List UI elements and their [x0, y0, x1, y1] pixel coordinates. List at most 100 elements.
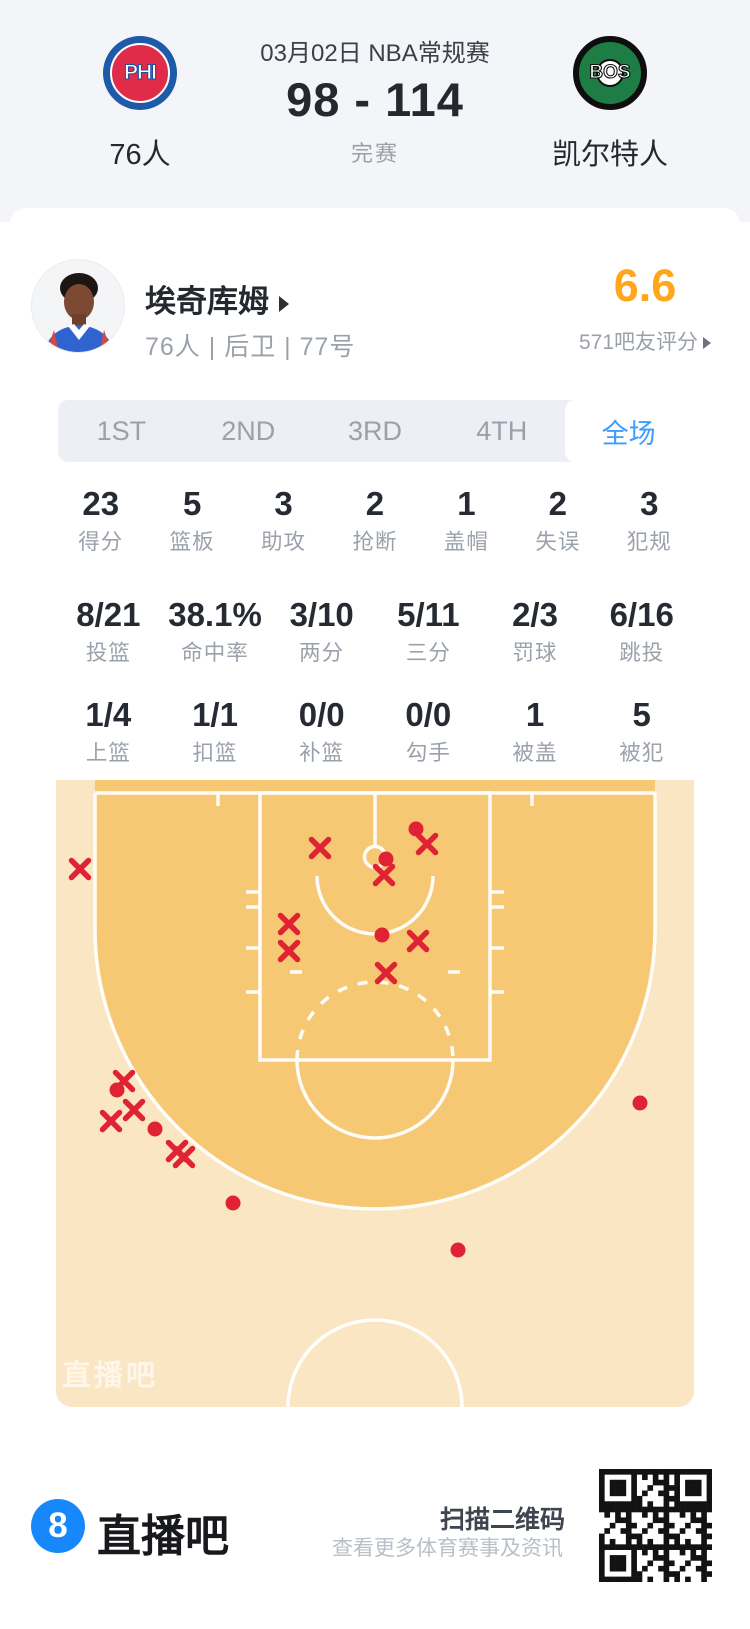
stat-cell: 8/21 投篮: [55, 596, 162, 666]
away-team-logo[interactable]: BOS: [573, 36, 647, 110]
stat-label: 篮板: [169, 530, 215, 554]
home-team-logo[interactable]: PHI: [103, 36, 177, 110]
stat-label: 补篮: [299, 741, 345, 765]
stat-value: 0/0: [298, 696, 345, 733]
stat-cell: 5 被犯: [588, 696, 695, 766]
brand-name: 直播吧: [97, 1512, 229, 1561]
stat-label: 扣篮: [192, 741, 238, 765]
tab-3RD[interactable]: 3RD: [347, 415, 402, 446]
player-rating: 6.6: [613, 260, 677, 311]
stat-cell: 23 得分: [55, 485, 146, 555]
stat-label: 跳投: [619, 641, 665, 665]
stat-cell: 3 助攻: [238, 485, 329, 555]
made-shot-mark: [408, 821, 424, 837]
zhibo8-logo-icon[interactable]: 8: [31, 1499, 85, 1553]
made-shot-mark: [109, 1082, 125, 1098]
rating-caret-icon: [703, 337, 712, 349]
shot-chart: [56, 780, 694, 1407]
home-team-abbr: PHI: [123, 61, 157, 85]
stat-value: 1/1: [192, 696, 238, 733]
stat-label: 抢断: [352, 530, 398, 554]
player-avatar[interactable]: [31, 259, 125, 353]
player-detail-caret-icon: [279, 296, 289, 312]
stat-row-shooting: 8/21 投篮 38.1% 命中率 3/10 两分 5/11 三分 2/3 罚球…: [55, 596, 695, 666]
stat-value: 5: [182, 485, 202, 522]
stat-value: 1: [525, 696, 545, 733]
made-shot-mark: [378, 851, 394, 867]
stat-label: 勾手: [405, 741, 451, 765]
stat-cell: 3/10 两分: [268, 597, 375, 666]
missed-shot-mark: [172, 1145, 196, 1169]
qr-code: [599, 1469, 712, 1582]
made-shot-mark: [374, 927, 390, 943]
stat-value: 3: [274, 485, 293, 522]
tab-2ND[interactable]: 2ND: [221, 415, 276, 446]
missed-shot-mark: [372, 863, 396, 887]
made-shot-mark: [632, 1095, 648, 1111]
stat-label: 犯规: [626, 530, 672, 554]
stat-value: 6/16: [609, 596, 674, 633]
stat-label: 得分: [78, 530, 124, 554]
stat-label: 三分: [405, 641, 451, 665]
stat-cell: 5/11 三分: [375, 596, 482, 666]
court-drawing: [68, 780, 657, 1407]
stat-label: 被盖: [512, 741, 558, 765]
stat-value: 2: [365, 485, 385, 522]
missed-shot-mark: [99, 1109, 123, 1133]
home-team-name[interactable]: 76人: [109, 139, 171, 171]
stat-value: 5: [632, 696, 651, 733]
game-score: 98 - 114: [286, 73, 464, 126]
away-team-abbr: BOS: [589, 61, 631, 83]
game-header: [0, 0, 750, 222]
stat-label: 助攻: [261, 530, 307, 554]
stat-label: 上篮: [85, 741, 131, 765]
made-shot-mark: [225, 1195, 241, 1211]
shot-marks: [68, 821, 648, 1258]
stat-cell: 1 被盖: [482, 696, 589, 766]
stat-cell: 6/16 跳投: [588, 596, 695, 666]
stat-value: 38.1%: [168, 596, 262, 633]
made-shot-mark: [450, 1242, 466, 1258]
stat-cell: 38.1% 命中率: [162, 596, 269, 666]
stat-value: 8/21: [76, 596, 141, 633]
stat-value: 2/3: [512, 596, 558, 633]
player-meta: 76人 | 后卫 | 77号: [145, 333, 356, 361]
stat-value: 5/11: [397, 596, 460, 633]
missed-shot-mark: [277, 912, 301, 936]
stat-cell: 0/0 补篮: [268, 696, 375, 766]
tab-全场[interactable]: 全场: [565, 400, 692, 462]
player-name[interactable]: 埃奇库姆: [145, 276, 289, 321]
stat-value: 2: [548, 485, 567, 522]
quarter-tabs: 1ST 2ND 3RD 4TH 全场: [58, 400, 692, 462]
game-date: 03月02日 NBA常规赛: [260, 40, 490, 67]
rating-votes-link[interactable]: 571吧友评分: [545, 326, 745, 356]
stat-cell: 3 犯规: [604, 486, 695, 555]
stat-value: 1: [457, 485, 476, 522]
stat-label: 盖帽: [443, 530, 489, 554]
missed-shot-mark: [308, 836, 332, 860]
stat-cell: 2/3 罚球: [482, 596, 589, 666]
missed-shot-mark: [277, 939, 301, 963]
missed-shot-mark: [374, 961, 398, 985]
stat-label: 两分: [299, 641, 345, 665]
stat-cell: 2 失误: [512, 485, 603, 555]
stat-cell: 1 盖帽: [421, 485, 512, 555]
stat-row-shot-types: 1/4 上篮 1/1 扣篮 0/0 补篮 0/0 勾手 1 被盖 5 被犯: [55, 696, 695, 766]
stat-label: 命中率: [181, 641, 249, 665]
missed-shot-mark: [415, 832, 439, 856]
stat-label: 失误: [535, 530, 581, 554]
stat-cell: 0/0 勾手: [375, 696, 482, 766]
away-team-name[interactable]: 凯尔特人: [551, 139, 668, 171]
stat-label: 罚球: [512, 641, 558, 665]
stat-label: 被犯: [619, 741, 665, 765]
made-shot-mark: [147, 1121, 163, 1137]
stat-value: 0/0: [405, 696, 452, 733]
missed-shot-mark: [68, 857, 92, 881]
stat-value: 23: [82, 485, 120, 522]
tab-1ST[interactable]: 1ST: [96, 415, 147, 446]
tab-4TH[interactable]: 4TH: [476, 415, 528, 446]
stat-cell: 2 抢断: [329, 485, 420, 555]
missed-shot-mark: [406, 929, 430, 953]
court-watermark: 直播吧: [62, 1360, 159, 1392]
bos-logo-icon: [596, 59, 624, 87]
